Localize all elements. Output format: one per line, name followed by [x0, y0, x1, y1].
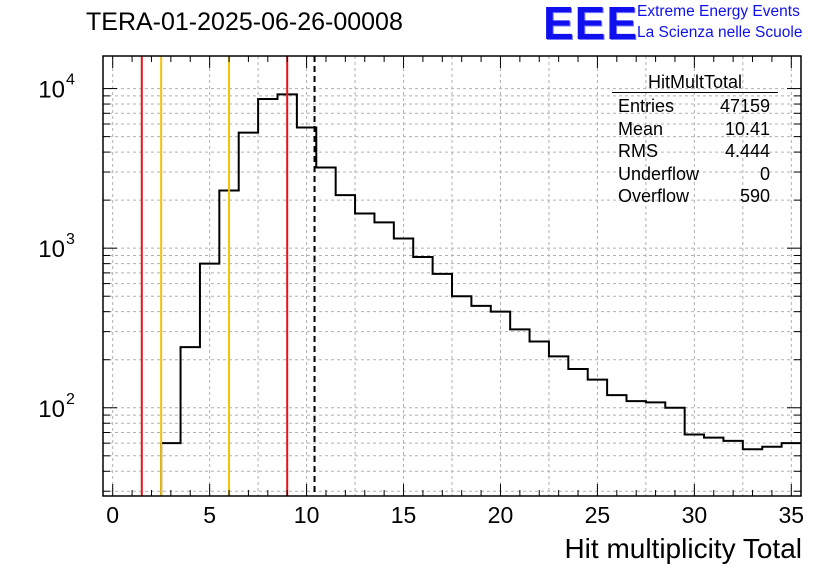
x-tick-label: 20 [488, 502, 514, 528]
stats-value: 4.444 [724, 141, 770, 161]
y-tick-label-exp: 4 [66, 72, 75, 89]
y-tick-label-base: 10 [38, 396, 65, 423]
stats-title-rule [612, 92, 778, 93]
stats-label: Underflow [618, 163, 700, 184]
stats-label: Mean [618, 118, 664, 139]
y-tick-label-exp: 3 [66, 231, 75, 248]
stats-value: 0 [759, 163, 770, 184]
stats-label: Overflow [618, 186, 690, 206]
stats-row-underflow: Underflow 0 [612, 163, 778, 186]
x-tick-label: 5 [203, 502, 216, 528]
stats-value: 10.41 [724, 118, 770, 139]
stats-label: Entries [618, 96, 675, 116]
stats-row-rms: RMS 4.444 [612, 140, 778, 163]
plot-frame [102, 55, 802, 497]
stats-value: 590 [739, 186, 770, 206]
stats-row-overflow: Overflow 590 [612, 185, 778, 208]
x-tick-label: 0 [106, 502, 119, 528]
x-tick-label: 10 [294, 502, 320, 528]
eee-logo-line2: La Scienza nelle Scuole [637, 24, 803, 41]
y-tick-label-base: 10 [38, 77, 65, 104]
y-tick-label-base: 10 [38, 236, 65, 263]
stats-row-mean: Mean 10.41 [612, 118, 778, 141]
x-tick-label: 25 [585, 502, 611, 528]
stats-value: 47159 [719, 96, 770, 116]
x-axis-label: Hit multiplicity Total [564, 533, 802, 564]
x-tick-label: 15 [391, 502, 417, 528]
eee-logo-line1: Extreme Energy Events [637, 3, 800, 20]
stats-label: RMS [618, 141, 658, 161]
run-title: TERA-01-2025-06-26-00008 [86, 8, 403, 36]
y-tick-label-exp: 2 [66, 391, 75, 408]
stats-title: HitMultTotal [647, 72, 743, 92]
stats-row-entries: Entries 47159 [612, 95, 778, 118]
x-tick-label: 30 [682, 502, 708, 528]
eee-logo: EEE [543, 0, 639, 49]
x-tick-label: 35 [779, 502, 805, 528]
histogram-series [160, 93, 801, 496]
stats-box: HitMultTotal Entries 47159 Mean 10.41 RMS 4… [612, 72, 778, 208]
